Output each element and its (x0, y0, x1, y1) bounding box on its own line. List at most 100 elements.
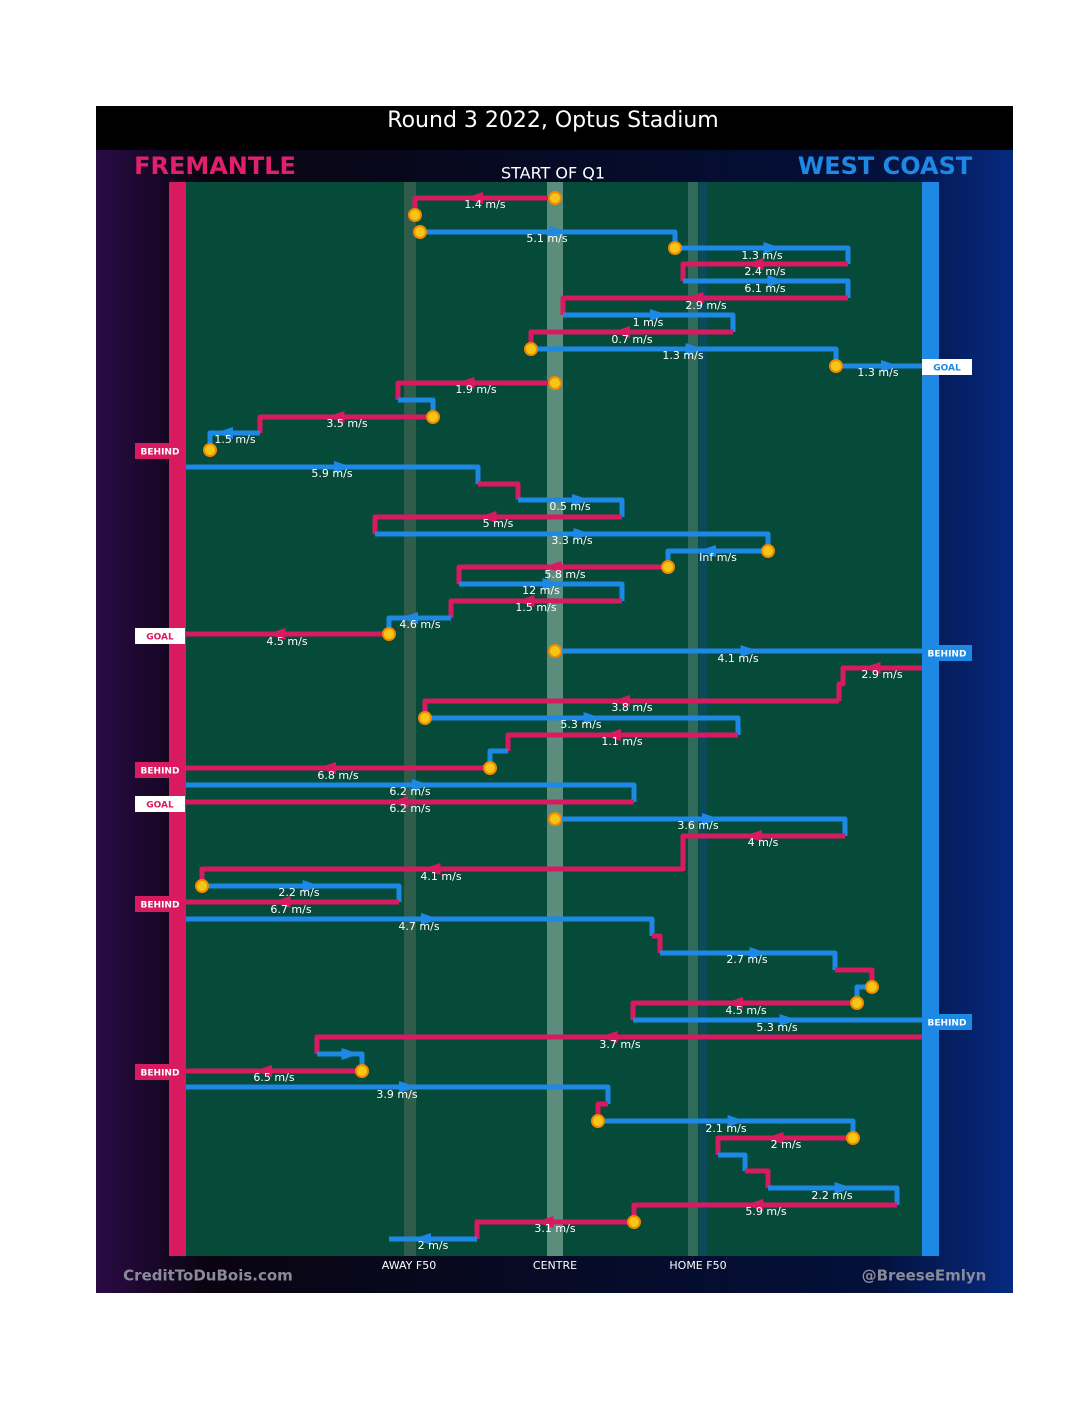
possession-start (548, 376, 562, 390)
arrowhead (456, 377, 475, 389)
arrowhead (745, 258, 764, 270)
possession-start (548, 644, 562, 658)
chain-segment (768, 1185, 900, 1205)
possession-start (668, 241, 682, 255)
arrowhead (326, 411, 345, 423)
arrowhead (765, 1132, 784, 1144)
chain-segment (395, 380, 555, 400)
chain-segment (478, 481, 521, 500)
speed-label: 4.1 m/s (717, 652, 758, 665)
outcome-box (135, 628, 185, 644)
speed-label: 5.3 m/s (756, 1021, 797, 1034)
possession-start (426, 410, 440, 424)
chains: 1.4 m/s 5.1 m/s 1.3 m/s 2.4 m/s 6.1 m/s 2.9 m… (135, 191, 972, 1252)
outcome-box (922, 1014, 972, 1030)
chain-segment (560, 295, 848, 315)
arrowhead (573, 528, 592, 540)
outcome-box (922, 645, 972, 661)
outcome-box (922, 359, 972, 375)
arrowhead (399, 1081, 417, 1093)
arrowhead (612, 326, 630, 338)
speed-label: 4 m/s (748, 836, 779, 849)
speed-label: 1.1 m/s (601, 735, 642, 748)
chain-segment (199, 852, 686, 886)
speed-label: 2.2 m/s (278, 886, 319, 899)
speed-label: 1.5 m/s (515, 601, 556, 614)
outcome-label: BEHIND (141, 448, 180, 458)
speed-label: 3.6 m/s (677, 819, 718, 832)
title-band (96, 106, 1013, 150)
credit: @BreeseEmlyn (862, 1267, 987, 1285)
outcome-label: BEHIND (928, 650, 967, 660)
speed-label: 4.6 m/s (399, 618, 440, 631)
arrowhead (702, 813, 720, 825)
chain-segment (314, 1034, 922, 1054)
possession-start (483, 761, 497, 775)
arrowhead (390, 796, 408, 808)
arrowhead (400, 612, 418, 624)
arrowhead (421, 913, 439, 925)
outcome-label: BEHIND (141, 1069, 180, 1079)
speed-label: 5 m/s (483, 517, 514, 530)
possession-start (524, 342, 538, 356)
possession-start (408, 208, 422, 222)
left-goal-line (169, 182, 186, 1256)
chain-segment (652, 933, 663, 953)
period: START OF Q1 (501, 164, 605, 183)
chain-segment (555, 816, 848, 836)
outcome-box (135, 443, 185, 459)
speed-label: 4.7 m/s (398, 920, 439, 933)
arrowhead (763, 242, 782, 254)
arrowhead (412, 779, 430, 791)
speed-label: 2.1 m/s (705, 1122, 746, 1135)
possession-start (761, 544, 775, 558)
right-goal-line (922, 182, 939, 1256)
chain-segment (372, 514, 622, 534)
speed-label: 3.8 m/s (611, 701, 652, 714)
chain-segment (683, 278, 851, 298)
left-team: FREMANTLE (134, 152, 296, 180)
speed-label: 1.5 m/s (214, 433, 255, 446)
arrowhead (779, 1014, 798, 1026)
speed-label: 1.3 m/s (741, 249, 782, 262)
chain-segment (563, 312, 736, 332)
possession-start (627, 1215, 641, 1229)
arrowhead (254, 1065, 272, 1077)
arrowhead (740, 645, 759, 657)
speed-label: 2.7 m/s (726, 953, 767, 966)
chain-segment (518, 497, 625, 517)
axis-label: AWAY F50 (382, 1259, 436, 1272)
speed-label: 4.1 m/s (420, 870, 461, 883)
chain-segment (715, 1135, 853, 1155)
chain-segment (680, 833, 845, 852)
outcome-box (135, 762, 185, 778)
speed-label: 0.5 m/s (549, 500, 590, 513)
possession-start (661, 560, 675, 574)
chain-segment (459, 581, 625, 601)
arrowhead (744, 830, 762, 842)
possession-start (355, 1064, 369, 1078)
outcome-box (135, 896, 185, 912)
chain-segment (202, 883, 402, 902)
speed-label: 5.9 m/s (311, 467, 352, 480)
arrowhead (749, 947, 768, 959)
chain-segment (425, 715, 741, 735)
speed-label: 1.3 m/s (662, 349, 703, 362)
arrowhead (267, 628, 286, 640)
chain-segment (745, 1168, 771, 1188)
speed-label: 4.5 m/s (266, 635, 307, 648)
speed-label: 12 m/s (522, 584, 560, 597)
chain-segment (186, 464, 481, 484)
arrowhead (215, 427, 233, 439)
speed-label: 2.9 m/s (861, 668, 902, 681)
arrowhead (334, 461, 352, 473)
right-team: WEST COAST (798, 152, 973, 180)
speed-label: 1 m/s (633, 316, 664, 329)
possession-start (846, 1131, 860, 1145)
possession-start (548, 191, 562, 205)
axis-label: HOME F50 (669, 1259, 726, 1272)
chain-segment (186, 1084, 611, 1104)
possession-start (829, 359, 843, 373)
possession-start (865, 980, 879, 994)
